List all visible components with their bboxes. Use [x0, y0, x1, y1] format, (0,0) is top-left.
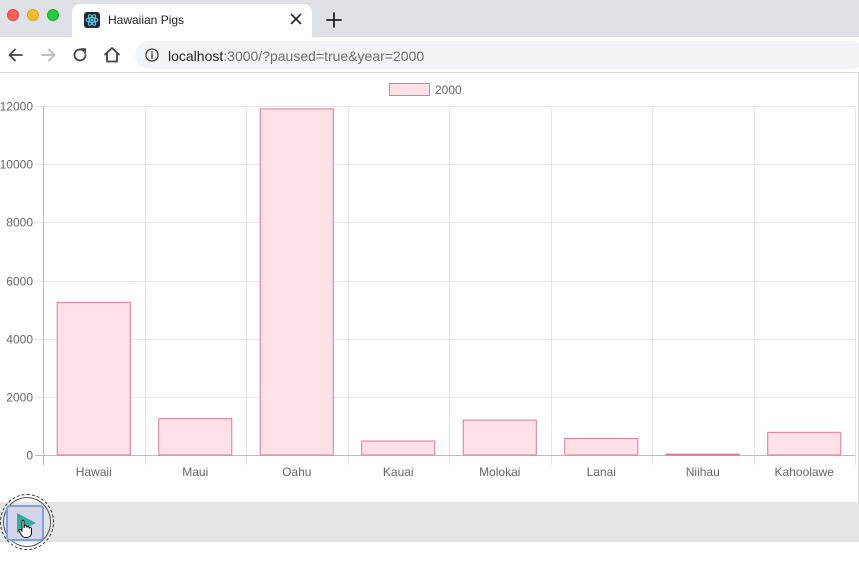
url-text: localhost:3000/?paused=true&year=2000	[168, 48, 424, 64]
react-icon	[84, 12, 100, 28]
reload-button[interactable]	[68, 43, 92, 67]
x-tick-label: Niihau	[686, 465, 720, 479]
y-tick-label: 12000	[0, 100, 33, 114]
bar-molokai	[462, 419, 537, 456]
x-tick-label: Kauai	[383, 465, 414, 479]
arrow-right-icon	[41, 48, 56, 62]
home-button[interactable]	[100, 43, 124, 67]
url-path: :3000/?paused=true&year=2000	[223, 48, 425, 64]
y-tick-label: 0	[26, 449, 33, 463]
bar-oahu	[259, 108, 334, 456]
bar-niihau	[665, 453, 740, 456]
page-content: 0 2000 4000 6000 8000 10000 12000 Hawaii Maui Oah…	[0, 73, 859, 564]
bar-lanai	[564, 437, 639, 456]
browser-toolbar: localhost:3000/?paused=true&year=2000	[0, 37, 859, 73]
legend-swatch	[389, 83, 430, 96]
play-button[interactable]	[6, 505, 44, 541]
y-tick-label: 6000	[6, 275, 33, 289]
forward-button[interactable]	[36, 43, 60, 67]
arrow-left-icon	[8, 48, 23, 62]
minimize-icon[interactable]	[27, 9, 39, 21]
close-icon[interactable]	[7, 9, 19, 21]
plus-icon	[326, 12, 342, 28]
bar-kauai	[361, 440, 436, 456]
maximize-icon[interactable]	[47, 9, 59, 21]
bar-maui	[158, 418, 233, 456]
bar-chart: 0 2000 4000 6000 8000 10000 12000 Hawaii Maui Oah…	[0, 83, 856, 479]
x-tick-label: Lanai	[587, 465, 616, 479]
hand-cursor-icon	[18, 519, 32, 538]
info-icon[interactable]	[145, 48, 159, 62]
bar-kahoolawe	[767, 431, 842, 456]
x-tick-label: Molokai	[479, 465, 520, 479]
address-bar[interactable]: localhost:3000/?paused=true&year=2000	[135, 41, 859, 69]
home-icon	[104, 47, 120, 63]
back-button[interactable]	[4, 43, 28, 67]
tab-close-icon[interactable]	[286, 9, 306, 29]
bar-hawaii	[56, 301, 131, 456]
browser-tab[interactable]: Hawaiian Pigs	[72, 4, 312, 37]
controls-bar	[0, 502, 859, 542]
click-highlight-inner	[3, 497, 51, 547]
y-tick-label: 4000	[6, 333, 33, 347]
new-tab-button[interactable]	[322, 9, 346, 31]
tab-strip: Hawaiian Pigs	[0, 0, 859, 37]
reload-icon	[73, 48, 87, 62]
x-tick-label: Hawaii	[76, 465, 112, 479]
url-host: localhost	[168, 48, 224, 64]
x-tick-label: Maui	[182, 465, 208, 479]
x-tick-label: Oahu	[282, 465, 311, 479]
y-tick-label: 10000	[0, 158, 33, 172]
x-tick-label: Kahoolawe	[775, 465, 835, 479]
y-tick-label: 2000	[6, 391, 33, 405]
y-tick-label: 8000	[6, 216, 33, 230]
tab-title: Hawaiian Pigs	[108, 13, 185, 27]
click-highlight	[0, 494, 54, 550]
legend-label: 2000	[435, 83, 462, 97]
